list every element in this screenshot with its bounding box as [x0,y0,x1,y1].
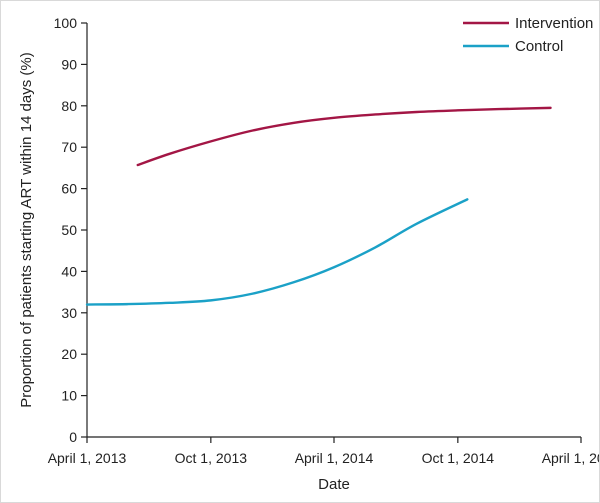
y-ticks: 0 10 20 30 40 50 60 70 80 90 100 [54,15,87,445]
x-ticks: April 1, 2013 Oct 1, 2013 April 1, 2014 Oct… [48,437,599,466]
y-tick-label: 0 [69,429,77,445]
y-tick-label: 10 [61,388,77,404]
y-tick-label: 100 [54,15,78,31]
y-axis-title: Proportion of patients starting ART with… [18,52,35,407]
y-tick-label: 80 [61,98,77,114]
y-tick-label: 70 [61,139,77,155]
x-tick-label: April 1, 2013 [48,450,127,466]
y-tick-label: 40 [61,263,77,279]
series-line-intervention [136,106,552,167]
y-tick-label: 50 [61,222,77,238]
legend-label-intervention: Intervention [515,15,593,32]
y-tick-label: 60 [61,181,77,197]
series-line-control [85,198,469,306]
legend-label-control: Control [515,38,563,55]
legend: Intervention Control [463,15,593,55]
x-axis-title: Date [318,476,350,493]
y-tick-label: 90 [61,56,77,72]
x-tick-label: April 1, 2014 [295,450,374,466]
y-tick-label: 30 [61,305,77,321]
y-tick-label: 20 [61,346,77,362]
x-tick-label: Oct 1, 2014 [422,450,495,466]
series-layer [85,106,552,306]
axes [86,23,581,438]
x-tick-label: April 1, 2015 [542,450,599,466]
x-tick-label: Oct 1, 2013 [175,450,248,466]
